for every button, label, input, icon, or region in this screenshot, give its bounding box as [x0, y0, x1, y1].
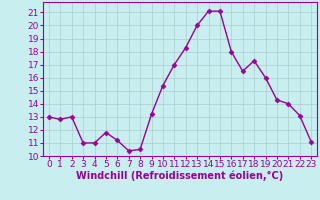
X-axis label: Windchill (Refroidissement éolien,°C): Windchill (Refroidissement éolien,°C) [76, 171, 284, 181]
